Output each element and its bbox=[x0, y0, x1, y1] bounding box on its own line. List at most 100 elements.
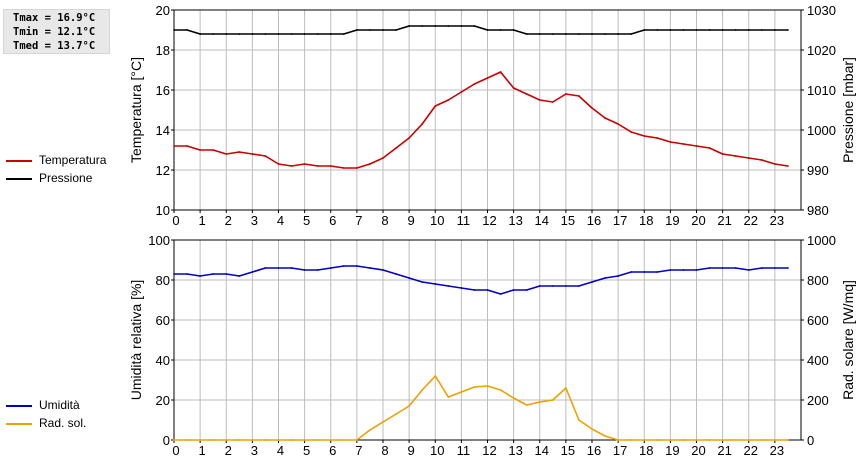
x-tick-label: 17 bbox=[613, 443, 627, 458]
data-point bbox=[617, 439, 619, 441]
data-point bbox=[538, 99, 541, 101]
plot-frame bbox=[173, 9, 802, 211]
data-point bbox=[173, 439, 175, 441]
data-point bbox=[721, 29, 724, 31]
data-point bbox=[447, 25, 450, 27]
y2-tick-label: 0 bbox=[807, 433, 814, 448]
series-line-umidit bbox=[174, 265, 788, 295]
x-tick-label: 12 bbox=[482, 443, 496, 458]
data-point bbox=[525, 289, 528, 291]
data-point bbox=[264, 33, 267, 35]
data-point bbox=[604, 277, 606, 279]
data-point bbox=[329, 165, 332, 167]
y-tick-label: 80 bbox=[156, 273, 170, 288]
data-point bbox=[721, 267, 724, 269]
data-point bbox=[303, 439, 306, 441]
data-point bbox=[316, 33, 319, 35]
series-line-rad-sol bbox=[174, 375, 788, 441]
data-point bbox=[251, 33, 254, 35]
data-point bbox=[316, 269, 319, 271]
data-point bbox=[408, 137, 410, 139]
stat-tmed: Tmed = 13.7°C bbox=[13, 40, 96, 52]
data-point bbox=[290, 267, 293, 269]
data-point bbox=[369, 429, 371, 431]
data-point bbox=[512, 29, 515, 31]
data-point bbox=[408, 405, 410, 407]
data-point bbox=[342, 439, 345, 441]
x-tick-label: 4 bbox=[277, 443, 284, 458]
data-point bbox=[342, 33, 345, 35]
x-tick-label: 2 bbox=[225, 213, 232, 228]
data-point bbox=[212, 33, 215, 35]
data-point bbox=[734, 155, 737, 157]
data-point bbox=[342, 167, 345, 169]
data-point bbox=[486, 29, 489, 31]
data-point bbox=[460, 287, 463, 289]
data-point bbox=[277, 163, 280, 165]
data-point bbox=[774, 267, 776, 269]
x-tick-label: 8 bbox=[381, 443, 388, 458]
data-point bbox=[760, 159, 763, 161]
data-point bbox=[617, 123, 619, 125]
y2-tick-label: 990 bbox=[807, 163, 829, 178]
data-point bbox=[329, 267, 332, 269]
data-point bbox=[630, 131, 633, 133]
data-point bbox=[434, 375, 437, 377]
data-point bbox=[264, 267, 267, 269]
data-point bbox=[774, 29, 776, 31]
y2-axis-title: Pressione [mbar] bbox=[840, 57, 856, 163]
data-point bbox=[538, 285, 541, 287]
data-point bbox=[787, 29, 789, 31]
y-axis-title: Temperatura [°C] bbox=[128, 57, 144, 163]
data-point bbox=[303, 269, 306, 271]
data-point bbox=[225, 273, 228, 275]
stat-tmax: Tmax = 16.9°C bbox=[13, 12, 96, 24]
series-line-temperatura bbox=[174, 71, 789, 169]
data-point bbox=[565, 33, 567, 35]
x-tick-label: 19 bbox=[665, 443, 679, 458]
data-point bbox=[643, 135, 646, 137]
data-point bbox=[643, 271, 646, 273]
data-point bbox=[604, 33, 606, 35]
data-point bbox=[303, 33, 306, 35]
data-point bbox=[434, 25, 437, 27]
data-point bbox=[551, 285, 554, 287]
data-point bbox=[212, 149, 215, 151]
x-tick-label: 13 bbox=[508, 213, 522, 228]
x-tick-label: 5 bbox=[303, 213, 310, 228]
x-tick-label: 7 bbox=[355, 213, 362, 228]
data-point bbox=[578, 95, 580, 97]
data-point bbox=[186, 29, 189, 31]
data-point bbox=[290, 165, 293, 167]
data-point bbox=[382, 157, 384, 159]
data-point bbox=[225, 33, 228, 35]
data-point bbox=[421, 123, 424, 125]
x-tick-label: 14 bbox=[535, 213, 549, 228]
data-point bbox=[264, 439, 267, 441]
data-point bbox=[238, 439, 241, 441]
data-point bbox=[486, 289, 489, 291]
x-tick-label: 16 bbox=[587, 443, 601, 458]
y2-tick-label: 1010 bbox=[807, 83, 836, 98]
y2-tick-label: 600 bbox=[807, 313, 829, 328]
x-tick-label: 7 bbox=[355, 443, 362, 458]
data-point bbox=[199, 33, 202, 35]
data-point bbox=[499, 29, 502, 31]
x-tick-label: 2 bbox=[225, 443, 232, 458]
data-point bbox=[277, 439, 280, 441]
data-point bbox=[382, 421, 384, 423]
data-point bbox=[721, 439, 724, 441]
x-tick-label: 9 bbox=[408, 443, 415, 458]
data-point bbox=[356, 167, 358, 169]
data-point bbox=[695, 29, 698, 31]
data-point bbox=[212, 273, 215, 275]
data-point bbox=[695, 145, 698, 147]
data-point bbox=[316, 439, 319, 441]
legend-swatch-umidita bbox=[6, 405, 32, 407]
data-point bbox=[578, 285, 580, 287]
data-point bbox=[708, 439, 711, 441]
data-point bbox=[395, 29, 397, 31]
data-point bbox=[787, 439, 789, 441]
x-tick-label: 15 bbox=[561, 213, 575, 228]
